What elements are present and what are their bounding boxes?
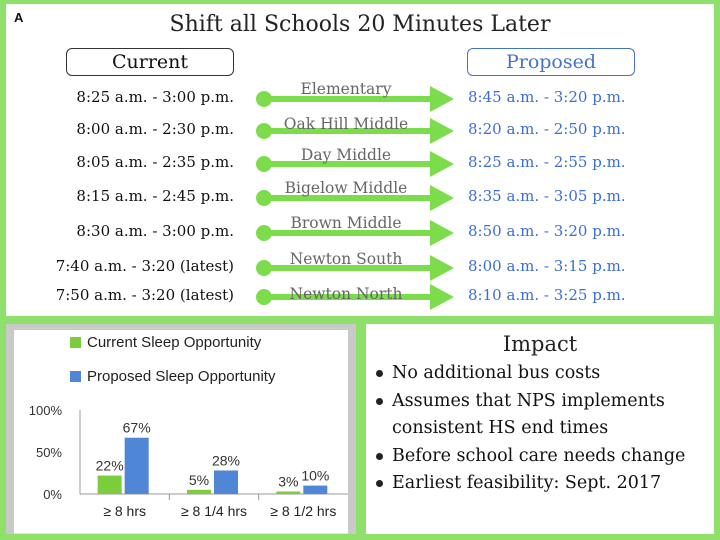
current-header: Current (66, 48, 234, 76)
y-tick-label: 0% (43, 487, 62, 502)
impact-item-text: Assumes that NPS implements consistent H… (392, 390, 665, 439)
arrow-layer (256, 86, 454, 310)
bar (214, 470, 238, 494)
panel-letter: A (14, 10, 24, 25)
impact-item-text: No additional bus costs (392, 363, 601, 383)
legend-label: Current Sleep Opportunity (87, 334, 262, 351)
current-time: 7:40 a.m. - 3:20 (latest) (55, 257, 234, 275)
proposed-time: 8:20 a.m. - 2:50 p.m. (468, 120, 626, 138)
current-time: 8:00 a.m. - 2:30 p.m. (76, 120, 234, 138)
impact-item: Before school care needs change (374, 443, 710, 471)
school-name: Elementary (300, 80, 392, 98)
proposed-time: 8:35 a.m. - 3:05 p.m. (468, 187, 626, 205)
bullet-icon (376, 480, 383, 487)
bar (303, 485, 328, 494)
chart-top-strip (6, 324, 356, 330)
bar (276, 491, 301, 494)
data-label: 67% (123, 420, 151, 436)
current-time: 7:50 a.m. - 3:20 (latest) (55, 286, 234, 304)
arrow-icon (256, 255, 454, 281)
bar (97, 475, 122, 494)
arrow-icon (256, 185, 454, 211)
proposed-time: 8:00 a.m. - 3:15 p.m. (468, 257, 626, 275)
arrow-icon (256, 151, 454, 177)
data-label: 28% (212, 452, 240, 468)
data-label: 10% (301, 468, 329, 484)
current-time: 8:30 a.m. - 3:00 p.m. (76, 222, 234, 240)
school-name: Brown Middle (290, 214, 402, 232)
impact-item-text: Earliest feasibility: Sept. 2017 (392, 473, 662, 493)
x-tick-label: ≥ 8 hrs (103, 503, 146, 519)
data-label: 22% (96, 458, 124, 474)
chart-frame (6, 324, 356, 534)
bar (124, 437, 149, 494)
sleep-opportunity-chart: Current Sleep Opportunity Proposed Sleep … (6, 324, 356, 534)
impact-title: Impact (502, 332, 578, 356)
legend-swatch (70, 371, 81, 382)
schedule-panel: A Shift all Schools 20 Minutes Later Cur… (6, 4, 714, 316)
impact-item: Assumes that NPS implements consistent H… (374, 388, 710, 443)
proposed-time: 8:25 a.m. - 2:55 p.m. (468, 153, 626, 171)
school-name: Newton South (289, 250, 403, 268)
bullet-icon (376, 397, 383, 405)
legend-swatch (70, 337, 81, 348)
data-label: 5% (189, 472, 209, 488)
legend-label: Proposed Sleep Opportunity (87, 368, 276, 385)
proposed-time: 8:10 a.m. - 3:25 p.m. (468, 286, 626, 304)
impact-panel: Impact No additional bus costs Assumes th… (366, 324, 714, 534)
chart-left-strip (6, 324, 14, 534)
impact-item: Earliest feasibility: Sept. 2017 (374, 470, 710, 498)
school-name: Newton North (289, 285, 403, 303)
page-title: Shift all Schools 20 Minutes Later (169, 12, 551, 37)
school-name: Bigelow Middle (284, 179, 408, 197)
y-tick-label: 100% (29, 403, 63, 418)
arrow-icon (256, 86, 454, 112)
data-label: 3% (278, 473, 298, 489)
chart-right-strip (348, 324, 356, 534)
proposed-time: 8:50 a.m. - 3:20 p.m. (468, 222, 626, 240)
bullet-icon (376, 452, 383, 460)
proposed-time: 8:45 a.m. - 3:20 p.m. (468, 88, 626, 106)
sleep-chart-panel: Current Sleep Opportunity Proposed Sleep … (6, 324, 356, 534)
y-tick-label: 50% (36, 445, 62, 460)
arrow-icon (256, 118, 454, 144)
arrow-icon (256, 284, 454, 310)
impact-list: No additional bus costs Assumes that NPS … (374, 360, 710, 498)
bullet-icon (376, 370, 383, 377)
current-time: 8:25 a.m. - 3:00 p.m. (76, 88, 234, 106)
impact-item: No additional bus costs (374, 360, 710, 388)
current-time: 8:05 a.m. - 2:35 p.m. (76, 153, 234, 171)
school-name: Day Middle (300, 146, 392, 164)
bar (187, 489, 211, 494)
proposed-header: Proposed (467, 48, 635, 76)
x-tick-label: ≥ 8 1/4 hrs (181, 503, 247, 519)
x-tick-label: ≥ 8 1/2 hrs (270, 503, 336, 519)
impact-item-text: Before school care needs change (392, 445, 686, 466)
current-time: 8:15 a.m. - 2:45 p.m. (76, 187, 234, 205)
arrow-icon (256, 220, 454, 246)
school-name: Oak Hill Middle (283, 115, 409, 133)
